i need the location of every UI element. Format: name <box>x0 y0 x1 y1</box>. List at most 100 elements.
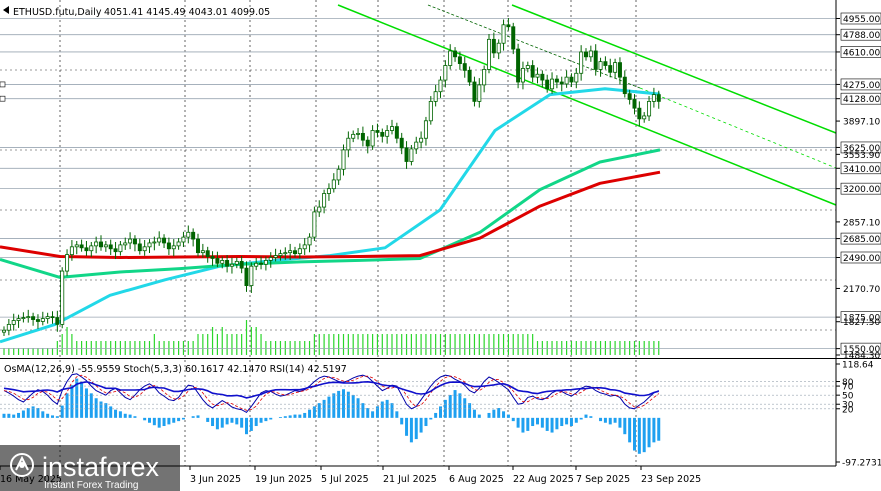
volume-bars <box>3 320 660 355</box>
candle-body <box>6 323 11 331</box>
price-tick-label: 3625.00 <box>843 144 880 154</box>
candle-body <box>11 320 16 325</box>
channel-lower-line <box>337 4 837 206</box>
candle-body <box>205 250 210 257</box>
candle-body <box>2 329 7 333</box>
candle-body <box>404 147 409 162</box>
candle-body <box>443 65 448 81</box>
candle-body <box>79 244 84 249</box>
candle-body <box>147 242 152 248</box>
candle-body <box>608 65 613 73</box>
candle-body <box>540 73 545 81</box>
trend-channel[interactable] <box>337 4 837 206</box>
price-tick-label: 1827.50 <box>843 318 880 328</box>
candle-body <box>322 193 327 208</box>
candle-body <box>234 260 239 265</box>
indicator-label: OsMA(12,26,9) -55.9559 Stoch(5,3,3) 60.1… <box>4 364 347 375</box>
candle-body <box>225 260 230 267</box>
candle-body <box>312 211 317 238</box>
price-level-box <box>840 141 881 154</box>
price-tick-label: 3897.10 <box>843 118 880 128</box>
candle-body <box>419 137 424 143</box>
channel-upper-line <box>511 4 837 134</box>
candle-body <box>520 68 525 83</box>
candle-body <box>584 51 589 58</box>
candle-body <box>496 42 501 54</box>
candle-body <box>74 244 79 248</box>
price-tick-label: 2490.00 <box>843 254 880 264</box>
candle-body <box>326 188 331 194</box>
candle-body <box>292 250 297 255</box>
price-tick-label: 2685.00 <box>843 235 880 245</box>
candle-body <box>113 248 118 253</box>
indicator-window <box>0 373 836 454</box>
candle-body <box>370 130 375 147</box>
candle-body <box>336 168 341 181</box>
candle-body <box>491 38 496 54</box>
candle-body <box>40 318 45 322</box>
candle-body <box>637 107 642 120</box>
candle-body <box>307 236 312 246</box>
candle-body <box>632 99 637 109</box>
candle-body <box>94 241 99 247</box>
candle-body <box>414 141 419 150</box>
candle-body <box>157 237 162 243</box>
candle-body <box>166 242 171 250</box>
time-tick-label: 22 Aug 2025 <box>513 474 574 485</box>
indicator-tick-label: 20 <box>842 405 854 415</box>
candle-body <box>118 244 123 253</box>
candle-body <box>545 79 550 90</box>
collapse-arrow-icon[interactable] <box>3 6 9 14</box>
candle-body <box>448 50 453 66</box>
candle-body <box>651 94 656 102</box>
time-tick-label: 5 Jul 2025 <box>321 474 369 485</box>
indicator-tick-label: 118.64 <box>842 361 874 371</box>
price-tick-label: 3200.00 <box>843 185 880 195</box>
candle-body <box>613 62 618 73</box>
rsi-line <box>3 380 660 399</box>
candle-body <box>438 79 443 93</box>
indicator-tick-label: -97.2731 <box>842 459 881 469</box>
candle-body <box>35 319 40 322</box>
candle-body <box>60 270 65 325</box>
candle-body <box>331 179 336 190</box>
indicator-tick-label: 30 <box>842 401 854 411</box>
candle-body <box>380 132 385 137</box>
candle-body <box>365 139 370 147</box>
level-marker <box>0 95 6 102</box>
candle-body <box>550 78 555 90</box>
price-tick-label: 4610.00 <box>843 48 880 58</box>
candle-body <box>142 246 147 252</box>
candle-body <box>229 263 234 267</box>
time-tick-label: 23 Sep 2025 <box>641 474 701 485</box>
candle-body <box>123 242 128 246</box>
price-tick-label: 4128.00 <box>843 95 880 105</box>
candle-body <box>181 236 186 243</box>
candle-body <box>69 246 74 255</box>
price-level-box <box>840 46 881 58</box>
stoch-main-line <box>3 373 660 414</box>
candle-body <box>399 137 404 149</box>
candle-body <box>108 244 113 250</box>
candle-body <box>525 65 530 69</box>
candle-body <box>16 318 21 321</box>
candle-body <box>132 238 137 245</box>
candle-body <box>259 262 264 265</box>
candle-body <box>593 50 598 70</box>
candle-body <box>152 241 157 244</box>
candle-body <box>99 241 104 248</box>
candle-body <box>482 69 487 86</box>
channel-mid-line <box>427 4 641 89</box>
candles <box>2 18 661 337</box>
price-tick-label: 2170.70 <box>843 285 880 295</box>
price-level-box <box>840 92 881 105</box>
candle-body <box>162 237 167 244</box>
time-tick-label: 21 Jul 2025 <box>383 474 437 485</box>
candle-body <box>530 65 535 78</box>
price-tick-label: 4955.00 <box>843 15 880 25</box>
candle-body <box>249 265 254 287</box>
price-tick-label: 1550.00 <box>843 345 880 355</box>
candle-body <box>453 50 458 58</box>
